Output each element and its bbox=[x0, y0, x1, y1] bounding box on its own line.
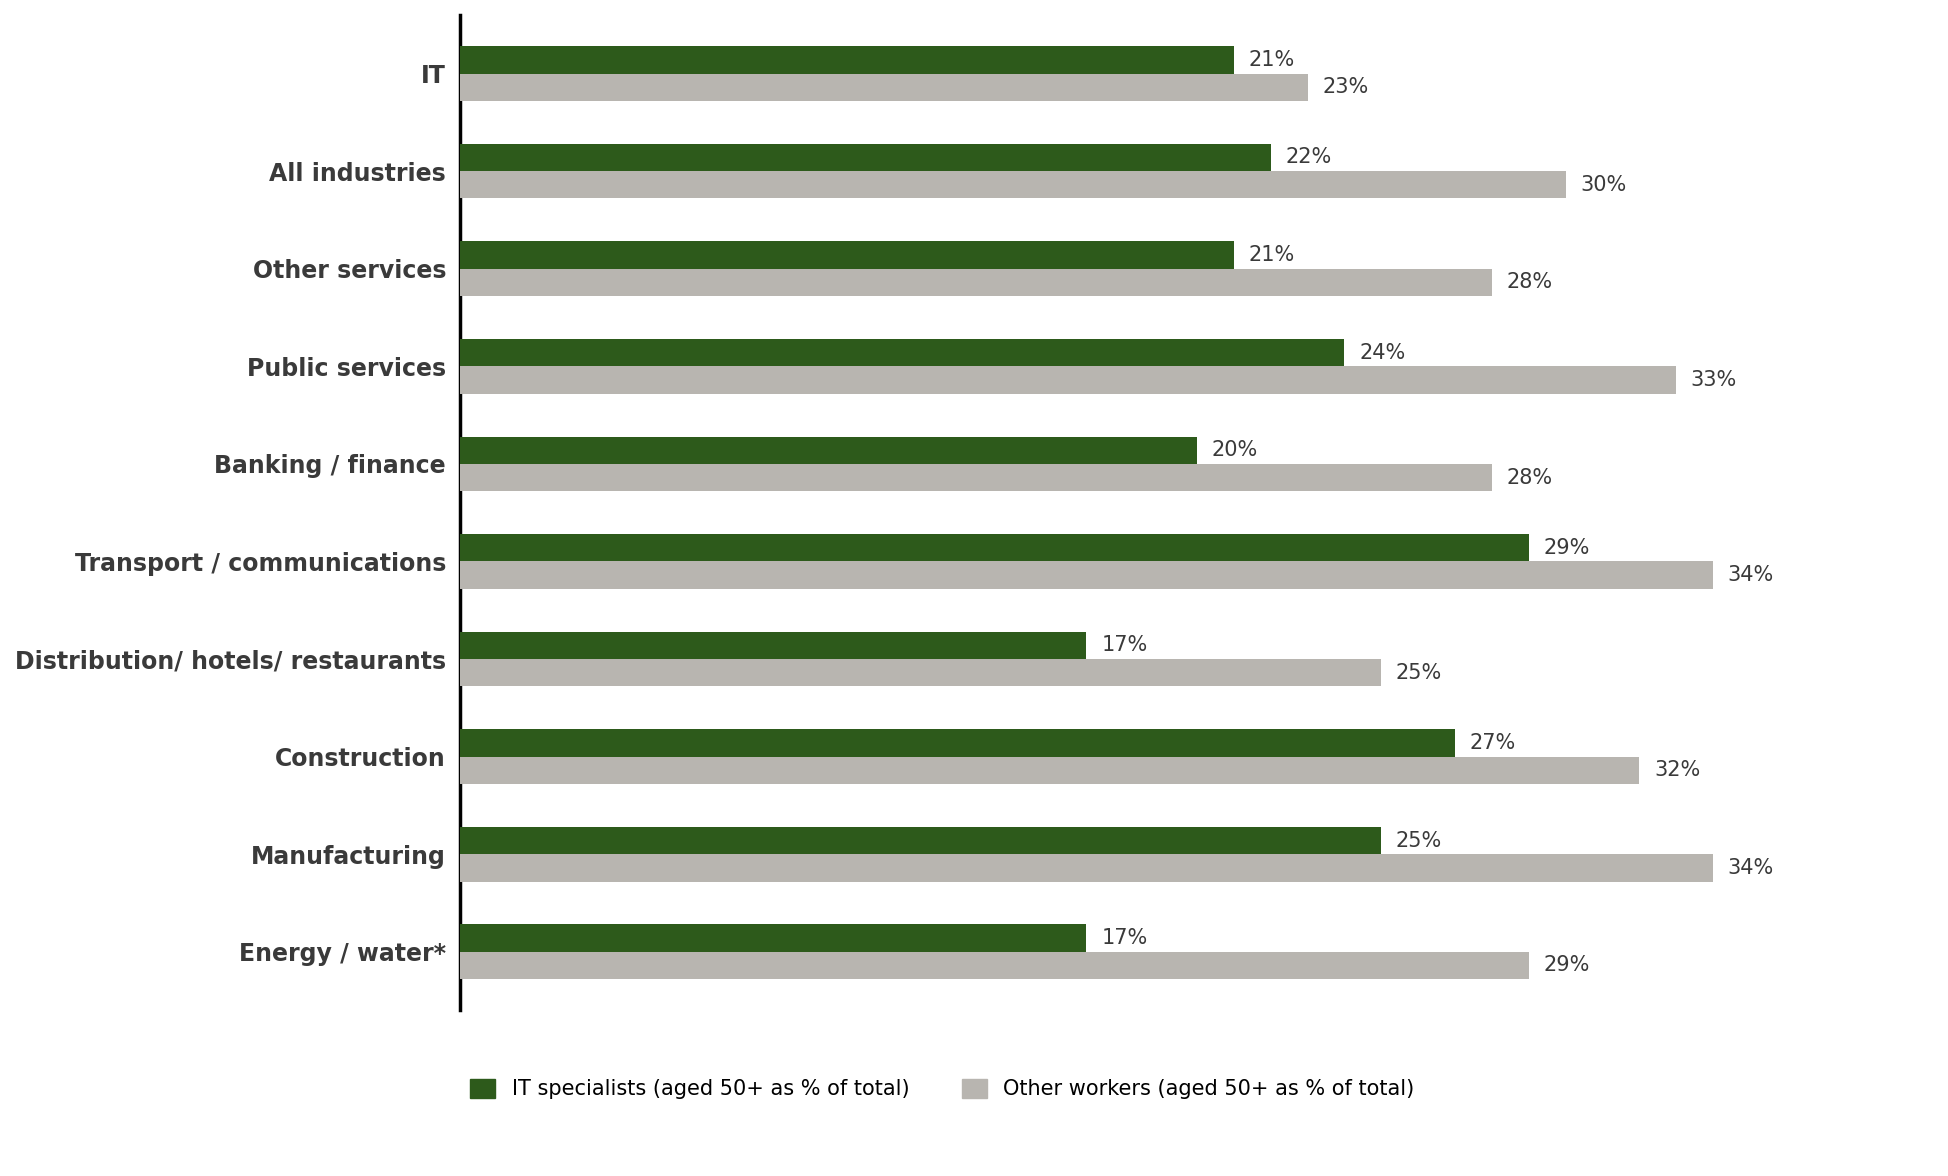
Text: 23%: 23% bbox=[1321, 78, 1367, 98]
Bar bbox=[460, 74, 1307, 101]
Text: 21%: 21% bbox=[1249, 245, 1293, 265]
Text: 34%: 34% bbox=[1726, 857, 1773, 877]
Text: 28%: 28% bbox=[1506, 273, 1553, 293]
Bar bbox=[460, 172, 1564, 199]
Text: 34%: 34% bbox=[1726, 566, 1773, 586]
Bar bbox=[460, 632, 1085, 659]
Bar bbox=[460, 756, 1638, 784]
Bar bbox=[460, 854, 1712, 882]
Text: 17%: 17% bbox=[1101, 635, 1147, 655]
Bar bbox=[460, 951, 1527, 980]
Text: 20%: 20% bbox=[1212, 440, 1256, 460]
Legend: IT specialists (aged 50+ as % of total), Other workers (aged 50+ as % of total): IT specialists (aged 50+ as % of total),… bbox=[469, 1078, 1414, 1100]
Text: 32%: 32% bbox=[1654, 760, 1699, 780]
Text: 30%: 30% bbox=[1580, 175, 1627, 195]
Text: 24%: 24% bbox=[1358, 342, 1405, 362]
Bar bbox=[460, 339, 1344, 366]
Bar bbox=[460, 463, 1490, 492]
Bar bbox=[460, 561, 1712, 589]
Text: 21%: 21% bbox=[1249, 49, 1293, 69]
Text: 27%: 27% bbox=[1469, 733, 1516, 753]
Bar bbox=[460, 534, 1527, 561]
Text: 28%: 28% bbox=[1506, 468, 1553, 488]
Text: 17%: 17% bbox=[1101, 928, 1147, 948]
Bar bbox=[460, 241, 1233, 268]
Bar bbox=[460, 46, 1233, 74]
Bar bbox=[460, 924, 1085, 951]
Bar bbox=[460, 143, 1270, 172]
Bar bbox=[460, 827, 1381, 854]
Bar bbox=[460, 729, 1455, 756]
Bar bbox=[460, 366, 1675, 394]
Bar bbox=[460, 268, 1490, 296]
Text: 33%: 33% bbox=[1691, 370, 1736, 390]
Text: 29%: 29% bbox=[1543, 955, 1590, 975]
Bar bbox=[460, 436, 1196, 463]
Text: 25%: 25% bbox=[1395, 663, 1442, 683]
Text: 22%: 22% bbox=[1286, 147, 1330, 167]
Bar bbox=[460, 659, 1381, 687]
Text: 25%: 25% bbox=[1395, 830, 1442, 850]
Text: 29%: 29% bbox=[1543, 537, 1590, 557]
